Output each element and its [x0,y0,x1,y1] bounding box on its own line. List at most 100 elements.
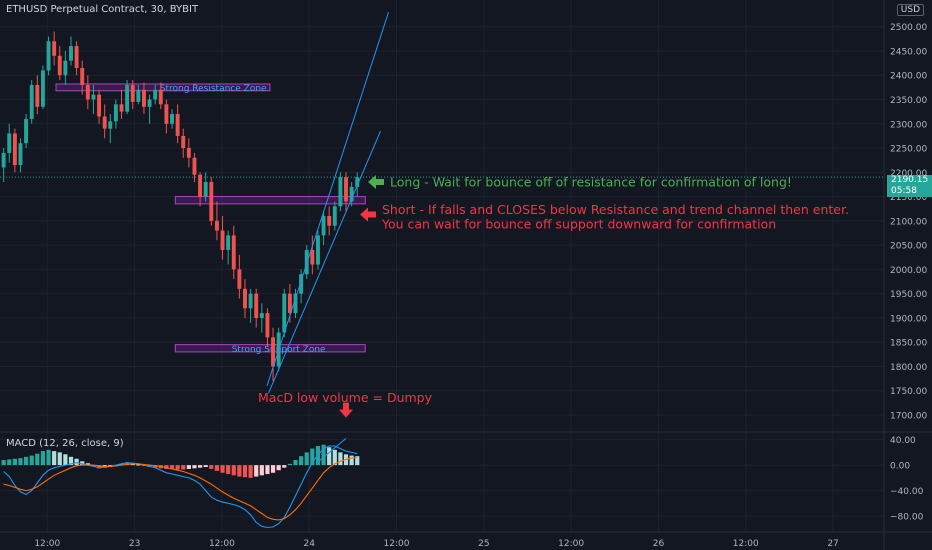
macd-bar [332,449,337,466]
candle [74,41,79,76]
short-arrow-icon [360,207,376,222]
macd-bar [181,465,186,470]
candle-body [248,293,253,309]
macd-bar [23,456,29,466]
breakout-zone [174,196,366,205]
candle [226,230,231,265]
macd-bar [254,465,259,477]
candle-body [338,177,343,207]
macd-bar [46,449,51,466]
macd-bar [349,455,354,466]
price-tick-label: 1800.00 [890,363,927,373]
candle [91,84,96,115]
short-note-line2: You can wait for bounce off support down… [381,217,776,232]
macd-bar [282,465,287,468]
candle [29,80,34,124]
price-tick-label: 2500.00 [890,23,927,33]
candle [310,235,315,275]
candle [304,245,309,280]
trend-channel [266,11,389,394]
macd-indicator-label[interactable]: MACD (12, 26, close, 9) [6,438,124,449]
price-tick-label: 2400.00 [890,72,927,82]
macd-bar [220,465,225,473]
candle [113,99,118,129]
macd-bar [226,465,231,475]
macd-bar [175,465,180,470]
signal-line [3,456,358,521]
macd-bar [259,465,264,476]
macd-tick-label: 40.00 [890,436,916,446]
candle-body [18,143,23,166]
macd-trend-arrow [317,437,347,463]
symbol-title[interactable]: ETHUSD Perpetual Contract, 30, BYBIT [6,4,199,15]
candle [12,128,17,173]
candle [293,288,298,318]
candle-body [141,89,146,107]
candle [181,128,186,158]
candle [69,36,73,66]
resistance-zone-box [55,83,271,92]
time-tick-label: 12:00 [34,539,60,549]
candle-body [40,70,45,107]
candle [85,75,90,110]
bar-countdown: 05:58 [891,186,917,196]
macd-bar [40,451,46,466]
currency-button[interactable]: USD [896,4,924,16]
time-tick-label: 12:00 [384,539,410,549]
price-tick-label: 2200.00 [890,169,927,179]
candle [52,31,57,66]
candle-body [175,114,180,136]
price-tick-label: 1900.00 [890,314,927,324]
candle [282,288,287,338]
last-price-value: 2190.15 [891,175,929,185]
candle-body [254,293,259,318]
candle-body [24,118,29,144]
candle-body [63,60,68,76]
macd-bar [197,465,203,468]
candle [80,60,85,95]
candle-body [287,293,292,314]
macd-bar [265,465,270,475]
candle-body [220,230,225,250]
time-tick-label: 23 [129,539,140,549]
candle [24,114,29,149]
macd-line [3,445,358,529]
candle-body [203,182,208,197]
candle [46,36,51,76]
macd-bar [186,465,191,469]
macd-bar [153,465,158,468]
candle-body [226,235,231,250]
long-arrow-icon-shape [368,175,384,190]
macd-bar [57,452,62,466]
candle-body [355,177,360,187]
time-tick-label: 27 [827,539,838,549]
macd-bar [68,456,74,466]
candle [321,211,326,246]
candle [1,148,6,183]
candle-body [153,89,158,100]
macd-bar [80,461,85,466]
price-tick-label: 1950.00 [890,290,927,300]
macd-bar [327,447,332,466]
candle-body [214,220,219,231]
candle-body [186,148,191,158]
macd-bar [203,465,208,468]
candle [153,84,158,105]
macd-bar [18,458,23,466]
long-note: Long - Wait for bounce off of resistance… [390,175,792,190]
down-arrow-icon [339,402,353,418]
candle [97,89,102,124]
macd-bar [248,465,253,478]
grid-lines [0,0,884,532]
macd-bar [7,459,12,466]
macd-bar [276,465,281,471]
candle-body [299,274,304,294]
candle [327,206,332,236]
macd-bar [12,458,17,466]
candle [57,46,62,81]
candle-body [69,46,73,61]
candle-body [119,104,124,112]
